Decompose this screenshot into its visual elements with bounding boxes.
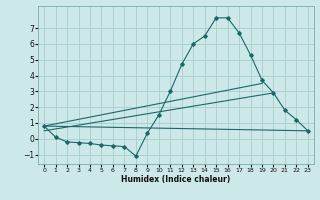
X-axis label: Humidex (Indice chaleur): Humidex (Indice chaleur) [121, 175, 231, 184]
